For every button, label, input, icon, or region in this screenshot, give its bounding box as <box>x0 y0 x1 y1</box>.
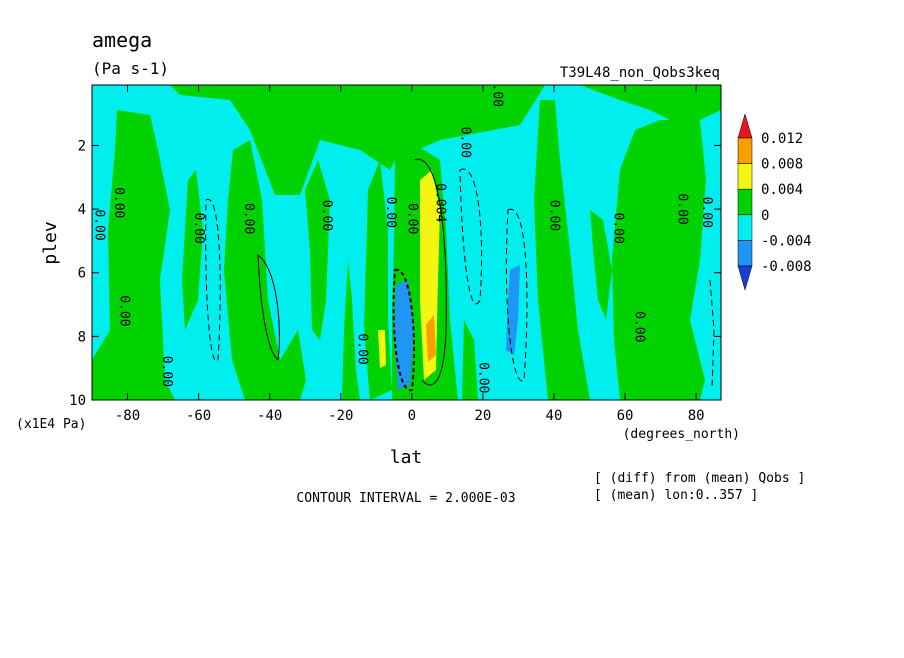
colorbar-segment <box>737 188 753 216</box>
y-tick-label: 10 <box>69 393 86 409</box>
x-tick-label: 0 <box>408 408 416 424</box>
dashed-contour-lat-20 <box>459 168 483 305</box>
green-band-lat-42 <box>534 100 590 400</box>
green-band-lat-80 <box>92 110 175 400</box>
contour-label: 0.004 <box>433 183 448 222</box>
contour-label: 0.00 <box>674 193 689 224</box>
dashed-contour-equator <box>392 268 415 392</box>
x-axis-unit: (degrees_north) <box>623 427 740 442</box>
green-band-lat-62 <box>182 170 203 330</box>
contour-label: 0.00 <box>404 203 419 234</box>
x-tick-label: 40 <box>546 408 563 424</box>
run-label: T39L48_non_Qobs3keq <box>560 65 720 81</box>
contour-label: 0.00 <box>92 209 107 240</box>
x-tick-label: 80 <box>688 408 705 424</box>
x-axis-label: lat <box>390 447 423 468</box>
x-tick-label: -80 <box>115 408 140 424</box>
colorbar-level-label: -0.008 <box>761 259 812 275</box>
contour-label: 0.00 <box>191 213 206 244</box>
colorbar-segment <box>737 137 753 164</box>
contour-label: 0.00 <box>458 127 473 158</box>
colorbar-segment <box>737 214 753 241</box>
contour-label: 0.00 <box>699 197 714 228</box>
contour-interval: CONTOUR INTERVAL = 2.000E-03 <box>296 491 515 506</box>
green-blob-upper-center <box>340 85 420 130</box>
colorbar-level-label: 0 <box>761 208 769 224</box>
green-band-lat-20 <box>462 320 478 400</box>
green-band-lat-45 <box>224 140 306 400</box>
contour-label: 0.00 <box>610 213 625 244</box>
colorbar-segment <box>737 163 753 190</box>
note-mean: [ (mean) lon:0..357 ] <box>594 488 758 503</box>
colorbar-level-label: 0.004 <box>761 182 803 198</box>
colorbar: 0.012 0.008 0.004 0 -0.004 -0.008 <box>737 113 812 291</box>
contour-field: 0.00 0.00 0.00 0.00 0.00 0.00 0.00 0.00 0.00 0.00… <box>92 76 721 400</box>
dashed-contour-lat-87 <box>709 279 715 391</box>
y-tick-label: 2 <box>78 138 86 154</box>
colorbar-level-label: -0.004 <box>761 233 812 249</box>
orange-positive-equator <box>426 315 436 362</box>
green-band-lat-25 <box>305 160 330 340</box>
contour-label: 0.00 <box>475 362 490 393</box>
y-tick-label: 8 <box>78 329 86 345</box>
yellow-positive-equator <box>420 170 440 380</box>
colorbar-top-arrow <box>737 113 753 139</box>
contour-label: 0.00 <box>355 333 370 364</box>
contour-label: 0.00 <box>383 197 398 228</box>
contour-label: 0.00 <box>116 295 131 326</box>
x-tick-label: 60 <box>617 408 634 424</box>
colorbar-bottom-arrow <box>737 265 753 291</box>
x-tick-label: -40 <box>257 408 282 424</box>
green-band-lat-14 <box>342 260 360 400</box>
y-tick-label: 6 <box>78 266 86 282</box>
contour-label: 0.00 <box>241 203 256 234</box>
dashed-contour-lat-55 <box>205 199 221 362</box>
colorbar-level-label: 0.012 <box>761 131 803 147</box>
chart-title: amega <box>92 28 152 52</box>
x-tick-label: -20 <box>328 408 353 424</box>
x-tick-label: 20 <box>474 408 491 424</box>
green-band-lat-75 <box>612 120 706 400</box>
green-band-top <box>92 85 721 195</box>
x-tick-label: -60 <box>186 408 211 424</box>
y-tick-label: 4 <box>78 202 86 218</box>
y-axis-unit: (x1E4 Pa) <box>16 417 86 432</box>
contour-label: 0.00 <box>490 76 505 107</box>
colorbar-level-label: 0.008 <box>761 157 803 173</box>
solid-contour-lat-42 <box>257 253 280 361</box>
contour-labels: 0.00 0.00 0.00 0.00 0.00 0.00 0.00 0.00 0.00 0.00… <box>92 76 714 393</box>
contour-label: 0.00 <box>159 356 174 387</box>
y-axis-label: plev <box>40 221 61 264</box>
note-diff: [ (diff) from (mean) Qobs ] <box>594 471 805 486</box>
contour-label: 0.00 <box>632 311 647 342</box>
yellow-positive-lat-7 <box>378 330 386 368</box>
contour-label: 0.00 <box>111 187 126 218</box>
chart-units: (Pa s-1) <box>92 59 169 78</box>
contour-label: 0.00 <box>546 200 561 231</box>
green-band-lat-55 <box>590 210 612 320</box>
colorbar-segment <box>737 240 753 267</box>
y-axis: 2 4 6 8 10 <box>69 138 721 409</box>
blue-negative-equator <box>394 280 414 390</box>
contour-label: 0.00 <box>319 200 334 231</box>
x-axis: -80 -60 -40 -20 0 20 40 60 80 <box>115 85 705 424</box>
solid-contour-equator <box>413 158 447 386</box>
dashed-contour-lat-30 <box>505 208 528 382</box>
plot-frame <box>91 84 722 401</box>
